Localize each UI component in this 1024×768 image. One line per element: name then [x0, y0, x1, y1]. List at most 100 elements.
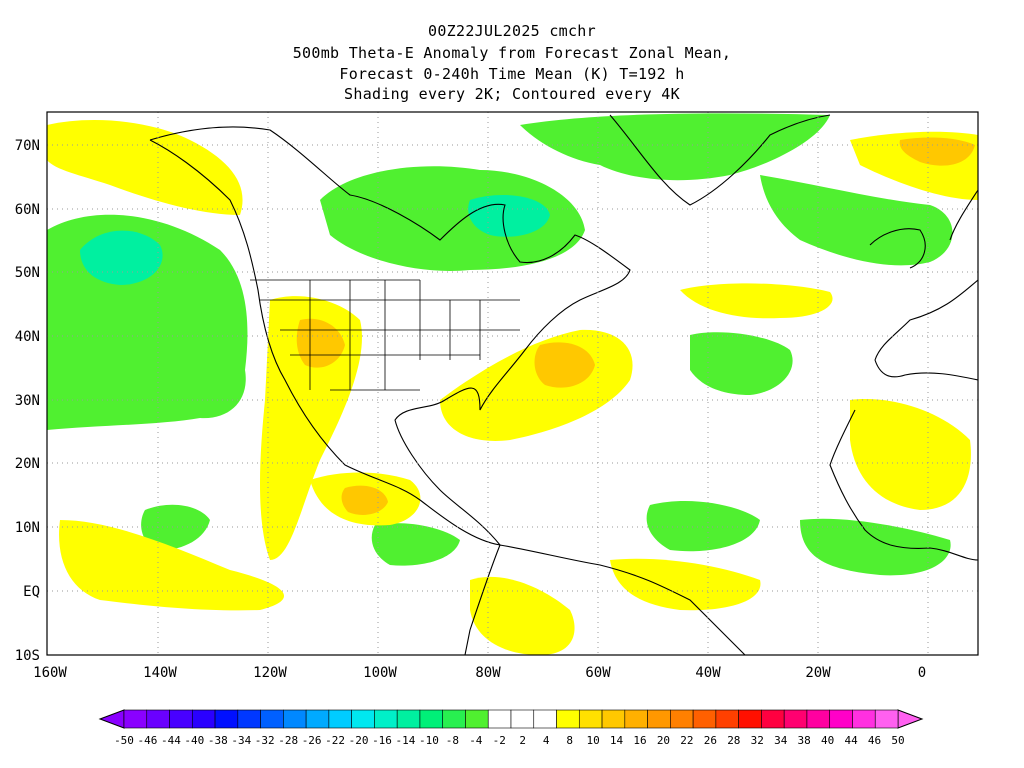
colorbar-label: -34: [231, 734, 251, 747]
yellow-anomaly-mid-atlantic: [680, 283, 833, 319]
lat-label-20n: 20N: [15, 456, 40, 472]
colorbar-box: [624, 709, 648, 729]
green-anomaly-west-africa: [800, 518, 951, 576]
colorbar-label: -2: [493, 734, 506, 747]
colorbar-label: 34: [774, 734, 788, 747]
colorbar-box: [874, 709, 899, 729]
colorbar-label: 28: [727, 734, 740, 747]
yellow-anomaly-alaska: [47, 120, 243, 215]
plot-frame: [46, 111, 979, 656]
yellow-anomaly-west-atlantic: [440, 329, 633, 441]
colorbar-right-arrow: [897, 709, 924, 729]
colorbar-label: 32: [751, 734, 764, 747]
lon-label-80w: 80W: [475, 665, 501, 681]
colorbar-box: [191, 709, 216, 729]
lat-label-60n: 60N: [15, 202, 40, 218]
colorbar-box: [419, 709, 444, 729]
longitude-labels: 160W 140W 120W 100W 80W 60W 40W 20W 0: [33, 665, 926, 681]
lat-label-70n: 70N: [15, 138, 40, 154]
shading-layer: [47, 113, 978, 655]
colorbar-label: 20: [657, 734, 670, 747]
lat-label-10n: 10N: [15, 520, 40, 536]
cyan-anomaly-north-pacific: [80, 230, 163, 285]
colorbar-label: -4: [469, 734, 483, 747]
title-line-3: Forecast 0-240h Time Mean (K) T=192 h: [339, 65, 685, 83]
orange-anomaly-east-atlantic-high: [899, 137, 975, 166]
orange-anomaly-west-atlantic: [534, 342, 595, 388]
lon-label-40w: 40W: [695, 665, 721, 681]
colorbar-box: [738, 709, 762, 729]
colorbar-box: [647, 709, 671, 729]
europe-coast: [869, 189, 978, 361]
colorbar-label: 16: [633, 734, 646, 747]
colorbar-box: [214, 709, 239, 729]
colorbar-box: [442, 709, 466, 729]
south-america-coast: [464, 544, 746, 655]
colorbar-label: 46: [868, 734, 881, 747]
us-state-lines: [250, 279, 520, 391]
colorbar-label: -22: [325, 734, 345, 747]
colorbar-label: 26: [704, 734, 717, 747]
yellow-anomaly-sahara: [850, 399, 971, 510]
colorbar-label: -44: [161, 734, 181, 747]
lat-label-40n: 40N: [15, 329, 40, 345]
colorbar-label: -10: [419, 734, 439, 747]
green-anomaly-tropical-atlantic: [646, 500, 760, 552]
colorbar-box: [852, 709, 876, 729]
graticule: [47, 112, 978, 655]
green-anomaly-greenland: [520, 113, 830, 181]
colorbar-label: 44: [844, 734, 858, 747]
colorbar-label: -50: [114, 734, 134, 747]
colorbar-label: -8: [446, 734, 459, 747]
colorbar-label: -32: [255, 734, 275, 747]
lon-label-0: 0: [918, 665, 926, 681]
colorbar-box: [351, 709, 375, 729]
colorbar-box: [806, 709, 831, 729]
green-anomaly-central-atlantic: [690, 332, 793, 395]
lat-label-eq: EQ: [23, 584, 40, 600]
colorbar-box: [169, 709, 193, 729]
colorbar-label: 4: [543, 734, 550, 747]
lat-label-50n: 50N: [15, 265, 40, 281]
colorbar-box: [305, 709, 330, 729]
colorbar-label: -38: [208, 734, 228, 747]
lon-label-120w: 120W: [253, 665, 287, 681]
colorbar-label: -14: [396, 734, 416, 747]
colorbar-box: [123, 709, 148, 729]
africa-coast: [829, 359, 978, 561]
green-anomaly-tropical-pacific: [141, 504, 210, 551]
title-line-2: 500mb Theta-E Anomaly from Forecast Zona…: [292, 44, 732, 62]
lon-label-20w: 20W: [805, 665, 831, 681]
lat-label-10s: 10S: [15, 648, 40, 664]
colorbar-label: -20: [349, 734, 369, 747]
colorbar-box: [396, 709, 421, 729]
colorbar-label: 8: [566, 734, 573, 747]
colorbar-box: [328, 709, 352, 729]
lon-label-160w: 160W: [33, 665, 67, 681]
yellow-anomaly-east-pacific: [59, 520, 285, 611]
yellow-anomaly-western-us: [260, 296, 362, 560]
lat-label-30n: 30N: [15, 393, 40, 409]
north-america-coast: [149, 126, 631, 546]
colorbar-box: [465, 709, 489, 729]
yellow-anomaly-equatorial-atlantic: [610, 558, 761, 611]
colorbar-box: [374, 709, 398, 729]
lon-label-100w: 100W: [363, 665, 397, 681]
colorbar-box: [783, 709, 808, 729]
colorbar-box: [260, 709, 284, 729]
title-line-1: 00Z22JUL2025 cmchr: [428, 22, 596, 40]
colorbar-label: -28: [278, 734, 298, 747]
colorbar-label: -16: [372, 734, 392, 747]
colorbar-box: [715, 709, 739, 729]
colorbar-box: [692, 709, 717, 729]
colorbar-box: [487, 709, 512, 729]
colorbar-label: 38: [798, 734, 811, 747]
colorbar-box: [556, 709, 580, 729]
title-line-4: Shading every 2K; Contoured every 4K: [344, 85, 680, 103]
colorbar: -50 -46 -44 -40 -38 -34 -32 -28 -26 -22 -20 -16 -14-…: [98, 709, 924, 747]
colorbar-label: -46: [138, 734, 158, 747]
colorbar-label: 2: [519, 734, 526, 747]
colorbar-label: 14: [610, 734, 624, 747]
colorbar-box: [533, 709, 557, 729]
colorbar-label: -40: [184, 734, 204, 747]
